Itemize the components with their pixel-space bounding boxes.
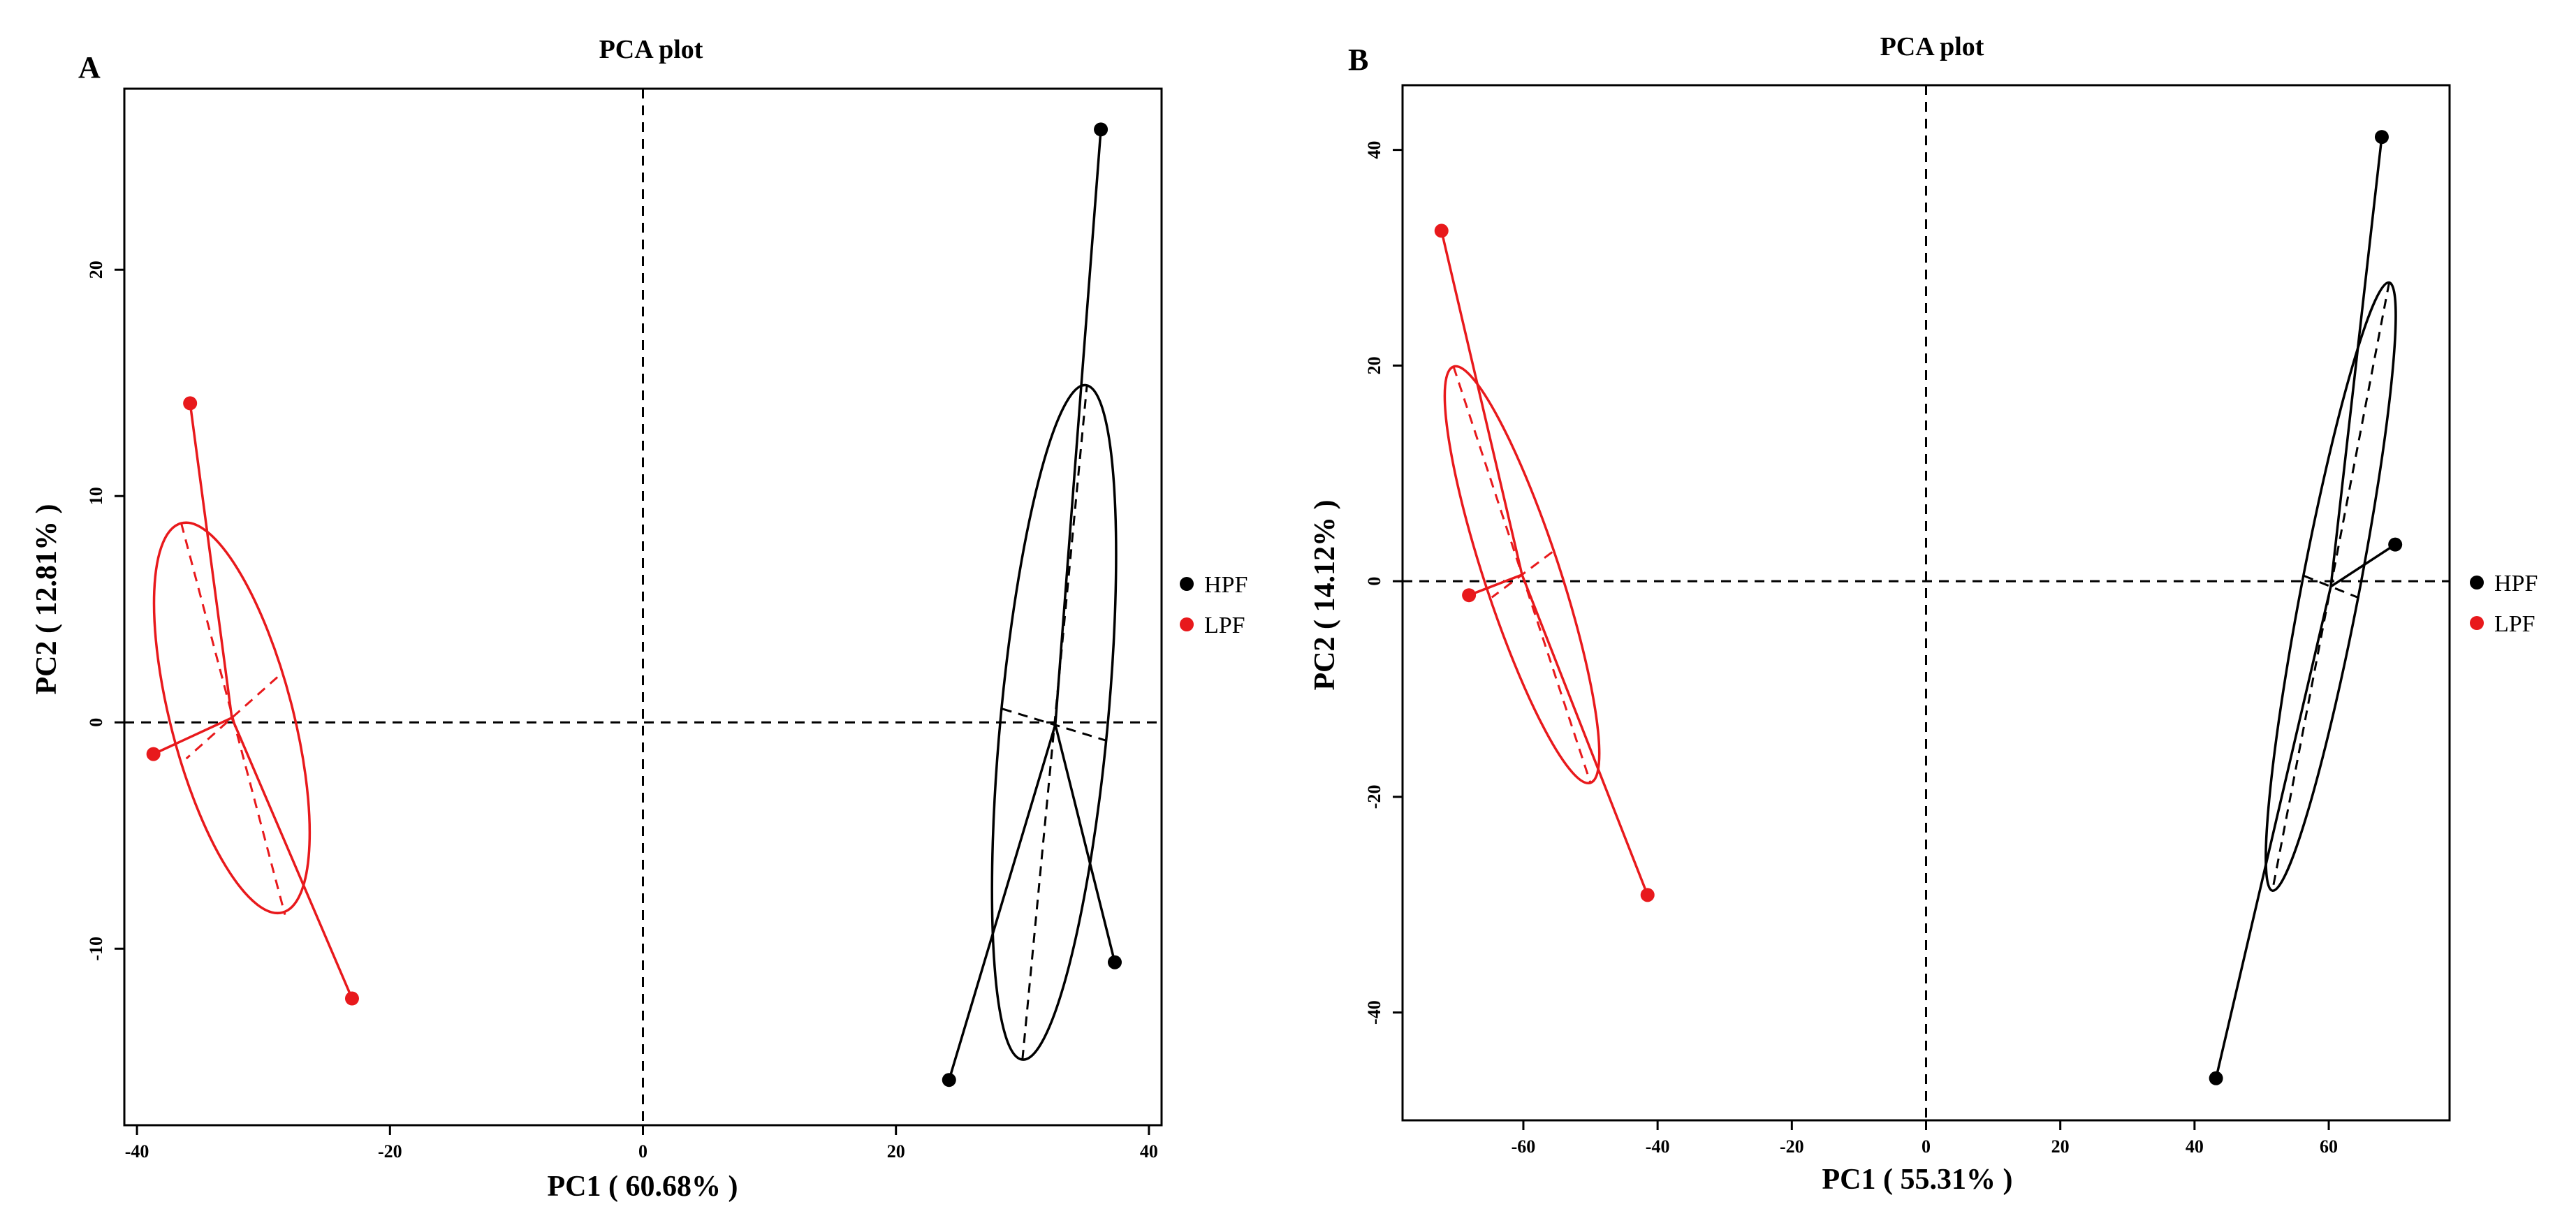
data-point xyxy=(1107,955,1122,969)
panel-label: B xyxy=(1348,43,1368,77)
ellipse-minor-axis xyxy=(2303,575,2358,599)
x-tick-label: 20 xyxy=(2051,1136,2070,1157)
spider-line xyxy=(948,724,1057,1081)
panel-label: A xyxy=(78,50,101,85)
series-hpf xyxy=(942,122,1122,1087)
legend-label-lpf: LPF xyxy=(2494,611,2535,637)
confidence-ellipse xyxy=(2264,281,2397,893)
data-point xyxy=(146,747,161,761)
x-tick-label: 20 xyxy=(887,1141,905,1162)
y-tick-label: 0 xyxy=(86,718,106,727)
confidence-ellipse xyxy=(990,383,1118,1061)
y-tick-label: -40 xyxy=(1364,1000,1384,1025)
spider-line xyxy=(230,717,353,999)
panel-b: B PCA plot -60 -40 -20 0 20 40 60 -40 -20 0 20 40 PC1 … xyxy=(1309,32,2538,1196)
y-tick-label: 20 xyxy=(1364,356,1384,374)
spider-line xyxy=(1440,230,1523,576)
spider-line xyxy=(2214,586,2332,1079)
data-point xyxy=(183,396,198,411)
y-tick-label: 10 xyxy=(86,487,106,505)
y-tick-label: 20 xyxy=(86,261,106,279)
spider-line xyxy=(1054,724,1116,963)
x-tick-label: 0 xyxy=(638,1141,647,1162)
x-tick-label: 40 xyxy=(2186,1136,2204,1157)
x-tick-label: -20 xyxy=(1780,1136,1804,1157)
x-tick-label: -60 xyxy=(1512,1136,1536,1157)
spider-line xyxy=(152,717,233,756)
data-point xyxy=(1462,588,1477,603)
x-tick-label: -20 xyxy=(378,1141,402,1162)
data-point xyxy=(1640,888,1655,902)
y-tick-label: -20 xyxy=(1364,785,1384,810)
data-point xyxy=(2209,1071,2223,1085)
y-tick-label: 40 xyxy=(1364,141,1384,159)
panel-a: A PCA plot -40 -20 0 20 40 -10 0 10 20 PC1 ( 60.68%… xyxy=(31,35,1247,1203)
x-tick-label: -40 xyxy=(1646,1136,1670,1157)
ellipse-minor-axis xyxy=(185,676,279,760)
x-tick-label: 60 xyxy=(2320,1136,2338,1157)
spider-line xyxy=(2329,543,2396,588)
legend-label-lpf: LPF xyxy=(1204,613,1245,638)
legend-marker-lpf xyxy=(1180,617,1194,631)
data-point xyxy=(2388,537,2403,552)
legend-marker-hpf xyxy=(2470,576,2484,589)
data-point xyxy=(344,991,359,1006)
series-lpf xyxy=(1434,224,1655,902)
spider-line xyxy=(1521,574,1649,895)
x-axis-label: PC1 ( 55.31% ) xyxy=(1822,1164,2013,1196)
y-tick-label: 0 xyxy=(1364,577,1384,586)
legend-marker-hpf xyxy=(1180,577,1194,591)
spider-line xyxy=(1054,129,1102,725)
series-hpf xyxy=(2209,130,2403,1085)
y-axis-label: PC2 ( 14.12% ) xyxy=(1309,500,1341,691)
y-axis-label: PC2 ( 12.81% ) xyxy=(31,504,63,695)
chart-title: PCA plot xyxy=(1880,32,1984,61)
x-tick-label: -40 xyxy=(125,1141,149,1162)
data-point xyxy=(1434,224,1449,238)
data-point xyxy=(942,1073,956,1087)
legend-label-hpf: HPF xyxy=(2494,571,2538,596)
legend-marker-lpf xyxy=(2470,616,2484,630)
x-tick-label: 40 xyxy=(1140,1141,1158,1162)
legend-label-hpf: HPF xyxy=(1204,572,1247,598)
spider-line xyxy=(189,403,233,718)
y-tick-label: -10 xyxy=(86,937,106,961)
chart-title: PCA plot xyxy=(599,35,703,64)
x-axis-label: PC1 ( 60.68% ) xyxy=(548,1171,738,1203)
series-lpf xyxy=(146,396,359,1006)
spider-line xyxy=(1468,573,1523,596)
data-point xyxy=(1094,122,1108,137)
data-point xyxy=(2374,130,2389,145)
spider-line xyxy=(2329,136,2383,587)
x-tick-label: 0 xyxy=(1922,1136,1931,1157)
